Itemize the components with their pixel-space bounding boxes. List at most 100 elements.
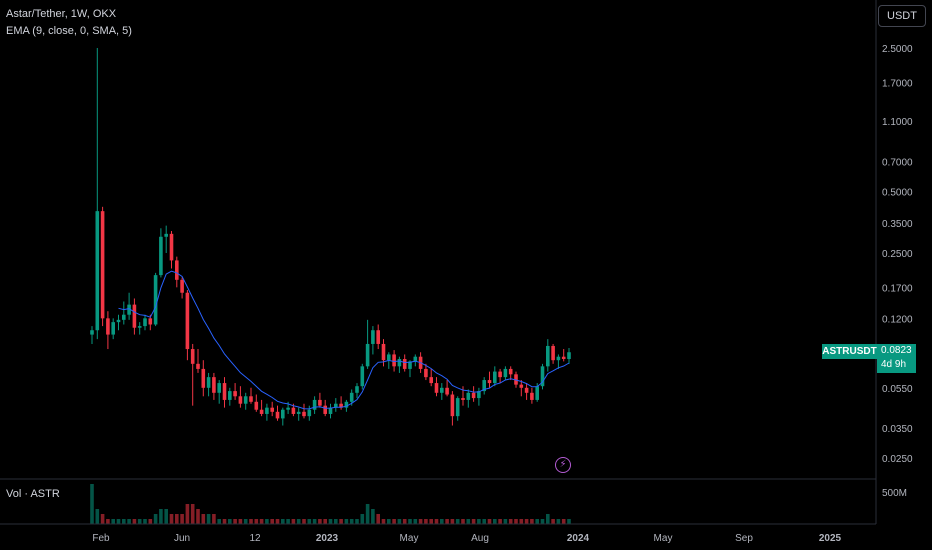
- candle-68[interactable]: [450, 391, 455, 426]
- lightning-bolt-icon[interactable]: ⚡: [555, 457, 571, 473]
- candle-6[interactable]: [122, 301, 126, 325]
- candle-4[interactable]: [111, 318, 115, 340]
- volume-bar-34: [270, 519, 274, 524]
- candle-61[interactable]: [413, 354, 418, 367]
- volume-bar-63: [424, 519, 428, 524]
- candle-18[interactable]: [185, 289, 190, 361]
- candle-65[interactable]: [434, 377, 439, 397]
- candle-67[interactable]: [445, 380, 449, 397]
- candle-75[interactable]: [487, 371, 492, 388]
- candle-66[interactable]: [440, 383, 444, 400]
- candle-27[interactable]: [233, 383, 237, 400]
- candle-25[interactable]: [222, 377, 227, 408]
- candle-8[interactable]: [132, 298, 137, 335]
- candle-35[interactable]: [275, 405, 280, 421]
- candle-77[interactable]: [498, 368, 502, 384]
- candle-28[interactable]: [238, 386, 243, 408]
- volume-bar-15: [169, 514, 174, 524]
- candle-81[interactable]: [519, 380, 524, 397]
- candle-9[interactable]: [137, 322, 142, 335]
- candle-51[interactable]: [360, 363, 365, 390]
- candle-43[interactable]: [318, 392, 322, 408]
- candle-73[interactable]: [477, 387, 481, 406]
- candle-86[interactable]: [546, 339, 550, 372]
- candle-52[interactable]: [365, 319, 370, 369]
- candle-34[interactable]: [270, 401, 274, 417]
- candle-74[interactable]: [482, 377, 486, 395]
- candle-7[interactable]: [127, 292, 131, 320]
- last-price: 0.0823: [881, 345, 912, 356]
- candle-29[interactable]: [243, 392, 248, 410]
- candle-31[interactable]: [254, 394, 259, 412]
- candle-82[interactable]: [524, 383, 529, 400]
- volume-bar-89: [561, 519, 566, 524]
- candle-71[interactable]: [466, 389, 471, 408]
- candle-24[interactable]: [217, 380, 221, 404]
- candle-20[interactable]: [196, 349, 200, 373]
- volume-bar-85: [540, 519, 545, 524]
- candle-60[interactable]: [408, 360, 412, 378]
- time-axis: Feb Jun 12 2023 May Aug 2024 May Sep 2025: [92, 533, 841, 544]
- candle-79[interactable]: [508, 366, 513, 381]
- candle-26[interactable]: [228, 387, 232, 406]
- candle-30[interactable]: [249, 387, 253, 404]
- candle-15[interactable]: [169, 231, 174, 269]
- candle-76[interactable]: [493, 366, 497, 387]
- candle-41[interactable]: [307, 405, 312, 421]
- candle-87[interactable]: [551, 343, 555, 364]
- candle-85[interactable]: [540, 363, 545, 390]
- candle-36[interactable]: [281, 407, 285, 426]
- volume-legend[interactable]: Vol · ASTR: [6, 488, 60, 500]
- candle-39[interactable]: [296, 407, 301, 421]
- candle-83[interactable]: [530, 387, 534, 404]
- candle-89[interactable]: [561, 349, 566, 362]
- candle-88[interactable]: [556, 354, 561, 369]
- candle-78[interactable]: [503, 366, 508, 381]
- candle-19[interactable]: [190, 343, 195, 406]
- volume-bar-32: [259, 519, 264, 524]
- candle-53[interactable]: [371, 326, 375, 355]
- candle-14[interactable]: [164, 225, 168, 253]
- candle-59[interactable]: [402, 354, 407, 372]
- candle-12[interactable]: [153, 272, 158, 327]
- currency-unit-button[interactable]: USDT: [878, 5, 926, 27]
- candle-5[interactable]: [116, 314, 121, 331]
- candle-0[interactable]: [90, 326, 94, 344]
- candle-69[interactable]: [455, 396, 460, 421]
- candle-54[interactable]: [376, 324, 380, 350]
- candle-22[interactable]: [206, 372, 211, 397]
- candle-1[interactable]: [95, 48, 100, 340]
- candle-21[interactable]: [201, 360, 206, 397]
- candle-45[interactable]: [328, 403, 333, 419]
- candle-57[interactable]: [392, 350, 396, 372]
- volume-bar-50: [355, 519, 359, 524]
- candle-13[interactable]: [159, 228, 163, 278]
- volume-bar-55: [381, 519, 386, 524]
- candle-63[interactable]: [424, 363, 428, 381]
- candle-58[interactable]: [397, 356, 402, 373]
- candle-10[interactable]: [143, 314, 147, 331]
- candle-23[interactable]: [212, 372, 216, 400]
- volume-bar-73: [477, 519, 481, 524]
- candle-17[interactable]: [180, 277, 184, 299]
- candle-40[interactable]: [302, 403, 306, 419]
- candle-33[interactable]: [265, 403, 269, 421]
- candle-16[interactable]: [175, 256, 179, 288]
- indicator-legend[interactable]: EMA (9, close, 0, SMA, 5): [6, 25, 132, 37]
- candle-90[interactable]: [567, 348, 571, 364]
- price-tick-1: 1.7000: [882, 78, 913, 89]
- price-tick-8: 0.1200: [882, 314, 913, 325]
- candle-3[interactable]: [106, 311, 110, 350]
- candle-64[interactable]: [429, 368, 433, 387]
- volume-bar-38: [291, 519, 296, 524]
- candle-46[interactable]: [334, 398, 338, 412]
- candle-42[interactable]: [312, 396, 317, 414]
- candle-72[interactable]: [471, 386, 476, 402]
- candle-2[interactable]: [100, 206, 105, 327]
- candle-50[interactable]: [355, 383, 359, 399]
- volume-bar-56: [387, 519, 391, 524]
- candle-32[interactable]: [259, 399, 264, 417]
- candle-70[interactable]: [461, 386, 465, 406]
- volume-bar-74: [482, 519, 486, 524]
